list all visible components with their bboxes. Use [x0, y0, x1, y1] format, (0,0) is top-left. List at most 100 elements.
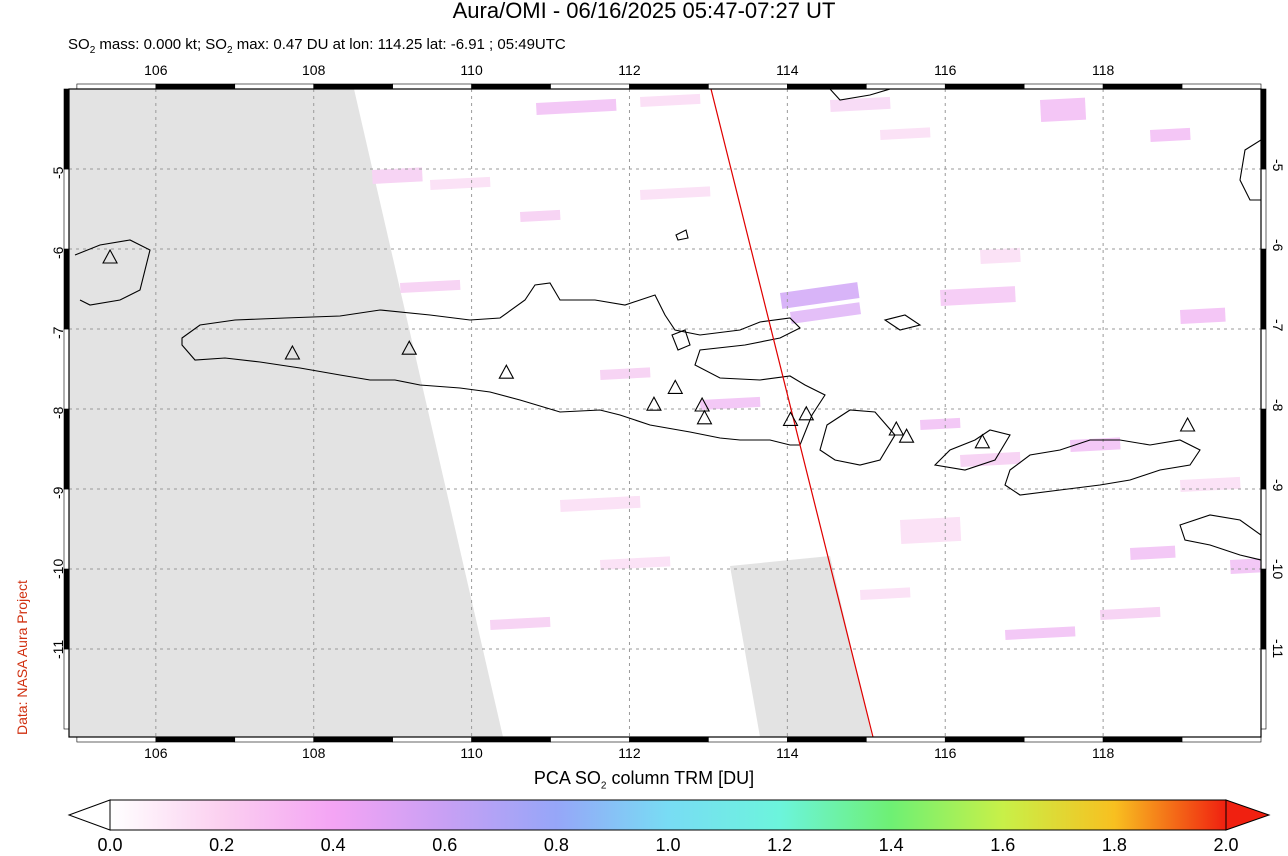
- top-lon-tick-label: 114: [776, 62, 799, 78]
- volcano-triangle-icon: [401, 340, 418, 355]
- frame-bottom-bar-106: [155, 736, 236, 743]
- borneo-coastline: [829, 89, 891, 101]
- colorbar-tick-label: 0.8: [543, 835, 569, 855]
- frame-bottom-bar-117: [1023, 736, 1104, 743]
- frame-left-bar--9: [63, 408, 70, 490]
- frame-top-bar-113: [708, 83, 788, 90]
- sumba-coastline: [1179, 514, 1261, 561]
- volcano-triangle-icon: [284, 344, 301, 360]
- frame-right-bar--10: [1260, 488, 1267, 570]
- left-lat-tick-label: -8: [50, 406, 66, 419]
- frame-right-bar--8: [1260, 328, 1267, 410]
- colorbar-title: PCA SO2 column TRM [DU]: [533, 768, 755, 792]
- frame-left-bar--12: [63, 648, 70, 730]
- frame-bottom-bar-118: [1102, 736, 1183, 743]
- map-frame: [63, 83, 1267, 743]
- frame-top-bar-119: [1181, 83, 1262, 90]
- left-lat-tick-label: -5: [50, 166, 66, 179]
- frame-right-bar--11: [1260, 568, 1267, 650]
- right-lat-tick-label: -9: [1270, 479, 1286, 492]
- frame-right-bar--7: [1260, 248, 1267, 330]
- volcano-triangle-icon: [798, 405, 815, 421]
- frame-right-bar--12: [1260, 648, 1267, 730]
- coastlines: [74, 89, 1261, 561]
- volcano-triangle-icon: [694, 396, 711, 412]
- map-grid: [69, 89, 1261, 737]
- colorbar-tick-label: 1.8: [1101, 835, 1127, 855]
- map-subtitle: SO2 mass: 0.000 kt; SO2 max: 0.47 DU at …: [68, 36, 566, 56]
- colorbar-max-arrow: [1225, 799, 1271, 831]
- colorbar-tick-label: 1.4: [878, 835, 904, 855]
- bottom-lon-tick-label: 110: [460, 745, 483, 761]
- colorbar-tick-label: 2.0: [1213, 835, 1239, 855]
- frame-top-bar-107: [234, 83, 315, 90]
- colorbar: [67, 799, 1271, 831]
- map-border: [68, 88, 1262, 738]
- colorbar-tick-label: 1.6: [990, 835, 1016, 855]
- frame-top-bar-114: [787, 83, 867, 90]
- so2-pixels: [372, 93, 1261, 640]
- volcano-triangle-icon: [888, 420, 905, 436]
- sumatra-coastline: [74, 239, 151, 306]
- colorbar-gradient: [109, 799, 1227, 831]
- frame-top-bar-117: [1023, 83, 1104, 90]
- left-lat-tick-label: -7: [50, 326, 66, 339]
- frame-left-bar--11: [63, 568, 70, 650]
- sumbawa-coastline: [1004, 439, 1201, 496]
- frame-top-bar-105: [76, 83, 157, 90]
- frame-top-bar-108: [313, 83, 393, 90]
- frame-left-bar--5: [63, 88, 70, 170]
- bottom-lon-tick-label: 112: [618, 745, 641, 761]
- frame-left-bar--8: [63, 328, 70, 410]
- frame-bottom-bar-107: [234, 736, 315, 743]
- frame-top-bar-109: [392, 83, 472, 90]
- bottom-lon-tick-label: 108: [302, 745, 326, 761]
- top-lon-tick-label: 106: [144, 62, 168, 78]
- bottom-lon-tick-label: 118: [1091, 745, 1115, 761]
- top-lon-tick-label: 108: [302, 62, 326, 78]
- volcano-triangle-icon: [782, 411, 799, 426]
- volcano-triangle-icon: [102, 248, 118, 264]
- colorbar-tick-label: 1.0: [655, 835, 681, 855]
- orbit-track-line: [710, 89, 874, 737]
- frame-bottom-bar-111: [550, 736, 630, 743]
- bottom-lon-tick-label: 116: [934, 745, 957, 761]
- volcano-triangle-icon: [974, 433, 991, 449]
- right-lat-tick-label: -5: [1270, 159, 1286, 172]
- map-title: Aura/OMI - 06/16/2025 05:47-07:27 UT: [452, 0, 836, 23]
- volcano-triangle-icon: [1179, 416, 1196, 432]
- frame-bottom-bar-112: [629, 736, 709, 743]
- so2-max-pixel: [780, 282, 860, 309]
- colorbar-tick-label: 1.2: [767, 835, 793, 855]
- madura-strait-islet: [671, 329, 691, 351]
- colorbar-tick-label: 0.0: [97, 835, 123, 855]
- colorbar-tick-label: 0.2: [209, 835, 235, 855]
- frame-right-bar--9: [1260, 408, 1267, 490]
- no-data-region-center: [730, 556, 872, 737]
- volcano-triangle-icon: [646, 396, 662, 411]
- frame-top-bar-118: [1102, 83, 1183, 90]
- frame-bottom-bar-105: [76, 736, 157, 743]
- frame-bottom-bar-116: [944, 736, 1025, 743]
- frame-bottom-bar-109: [392, 736, 472, 743]
- volcano-markers: [102, 248, 1196, 449]
- right-lat-tick-label: -7: [1270, 319, 1286, 332]
- frame-bottom-bar-119: [1181, 736, 1262, 743]
- volcano-triangle-icon: [898, 428, 915, 443]
- sulawesi-coastline: [1239, 139, 1261, 201]
- frame-bottom-bar-113: [708, 736, 788, 743]
- frame-top-bar-115: [865, 83, 946, 90]
- java-coastline: [181, 282, 826, 446]
- frame-left-bar--6: [63, 168, 70, 250]
- frame-bottom-bar-108: [313, 736, 393, 743]
- frame-left-bar--7: [63, 248, 70, 330]
- frame-left-bar--10: [63, 488, 70, 570]
- colorbar-tick-label: 0.6: [432, 835, 458, 855]
- frame-bottom-bar-115: [865, 736, 946, 743]
- top-lon-tick-label: 118: [1091, 62, 1115, 78]
- top-lon-tick-label: 110: [460, 62, 483, 78]
- left-lat-tick-label: -9: [50, 486, 66, 499]
- colorbar-tick-label: 0.4: [320, 835, 346, 855]
- top-lon-tick-label: 112: [618, 62, 641, 78]
